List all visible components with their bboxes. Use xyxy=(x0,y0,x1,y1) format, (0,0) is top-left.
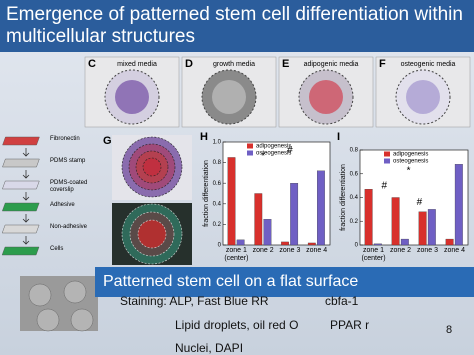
y-axis-label: fraction differentiation xyxy=(203,160,210,227)
diagram-arrow xyxy=(22,148,30,157)
bar xyxy=(236,239,245,246)
legend-swatch xyxy=(247,143,253,149)
bar xyxy=(307,242,316,246)
diagram-arrow xyxy=(22,170,30,179)
x-tick-label: zone 2 xyxy=(252,247,274,254)
annotation: # xyxy=(287,145,293,156)
legend-swatch xyxy=(384,158,390,164)
panel-caption: mixed media xyxy=(117,61,157,68)
bar xyxy=(364,189,373,246)
bar xyxy=(281,241,289,246)
x-tick-label: zone 2 xyxy=(389,247,412,254)
zone-ring xyxy=(142,157,162,177)
diagram-layer xyxy=(2,136,40,146)
panel-letter: F xyxy=(379,58,386,70)
annotation: # xyxy=(382,181,388,192)
x-tick-label: zone 1 (center) xyxy=(361,247,386,262)
panel-caption: growth media xyxy=(213,61,255,68)
annotation: * xyxy=(261,151,265,162)
bar xyxy=(263,219,272,246)
legend-label: osteogenesis xyxy=(256,151,291,157)
diagram-layer xyxy=(1,224,40,234)
y-tick-label: 0.8 xyxy=(350,148,359,154)
y-tick-label: 0 xyxy=(218,243,222,249)
y-tick-label: 0.2 xyxy=(350,219,359,225)
panel-letter: G xyxy=(103,135,112,147)
bar xyxy=(418,211,427,246)
chart-letter: H xyxy=(200,131,208,143)
diagram-label: Fibronectin xyxy=(50,136,80,142)
x-tick-label: zone 4 xyxy=(306,247,328,254)
legend-swatch xyxy=(247,150,253,156)
diagram-label: PDMS-coated coverslip xyxy=(50,180,88,193)
colony-core xyxy=(212,80,246,114)
annotation: # xyxy=(417,197,423,208)
zone-ring xyxy=(137,219,167,249)
diagram-layer xyxy=(1,246,40,256)
y-tick-label: 0.4 xyxy=(350,195,359,201)
bar xyxy=(227,157,236,246)
y-tick-label: 0 xyxy=(355,243,359,249)
diagram-label: Adhesive xyxy=(50,202,75,208)
y-tick-label: 0.6 xyxy=(213,181,222,187)
panel-letter: E xyxy=(282,58,289,70)
x-tick-label: zone 4 xyxy=(443,247,466,254)
bar xyxy=(427,209,436,246)
chart-letter: I xyxy=(337,131,340,143)
diagram-arrow xyxy=(22,214,30,223)
note: cbfa-1 xyxy=(325,294,359,308)
y-tick-label: 0.4 xyxy=(213,201,222,207)
colony-core xyxy=(406,80,440,114)
page-number: 8 xyxy=(446,324,453,336)
bar xyxy=(445,238,454,246)
bar xyxy=(391,197,400,246)
bar xyxy=(373,243,382,246)
plot-area xyxy=(222,141,331,246)
diagram-arrow xyxy=(22,236,30,245)
bar xyxy=(317,170,325,246)
panel-letter: D xyxy=(185,58,193,70)
note: Staining: ALP, Fast Blue RR xyxy=(120,294,269,308)
diagram-layer xyxy=(2,158,40,168)
note: Nuclei, DAPI xyxy=(175,341,244,355)
x-tick-label: zone 3 xyxy=(416,247,439,254)
bar xyxy=(454,164,463,246)
y-tick-label: 0.2 xyxy=(213,222,222,228)
panel-letter: C xyxy=(88,58,96,70)
diagram-arrow xyxy=(22,192,30,201)
bar xyxy=(290,183,299,246)
diagram-layer xyxy=(2,180,40,190)
y-tick-label: 0.8 xyxy=(213,160,222,166)
colony xyxy=(63,280,87,304)
diagram-label: Non-adhesive xyxy=(50,224,88,230)
bar xyxy=(254,193,263,246)
colony xyxy=(36,308,60,332)
legend-swatch xyxy=(384,151,390,157)
panel-caption: osteogenic media xyxy=(401,61,456,68)
note: PPAR r xyxy=(330,318,370,332)
legend-label: osteogenesis xyxy=(393,159,428,165)
colony-core xyxy=(309,80,343,114)
colony xyxy=(28,283,52,307)
colony-core xyxy=(115,80,149,114)
bar xyxy=(400,238,409,246)
legend-label: adipogenesis xyxy=(256,144,291,150)
panel-caption: adipogenic media xyxy=(304,61,359,68)
annotation: * xyxy=(407,166,411,177)
banner: Patterned stem cell on a flat surface xyxy=(95,267,474,297)
diagram-label: Cells xyxy=(50,246,64,252)
x-tick-label: zone 3 xyxy=(279,247,301,254)
x-tick-label: zone 1 (center) xyxy=(224,247,249,262)
legend-label: adipogenesis xyxy=(393,152,428,158)
y-axis-label: fraction differentiation xyxy=(340,164,347,231)
diagram-label: PDMS stamp xyxy=(50,158,86,164)
note: Lipid droplets, oil red O xyxy=(175,318,299,332)
diagram-layer xyxy=(2,202,40,212)
colony xyxy=(70,308,94,332)
slide-title: Emergence of patterned stem cell differe… xyxy=(0,0,474,52)
y-tick-label: 0.6 xyxy=(350,171,359,177)
y-tick-label: 1.0 xyxy=(213,140,222,146)
